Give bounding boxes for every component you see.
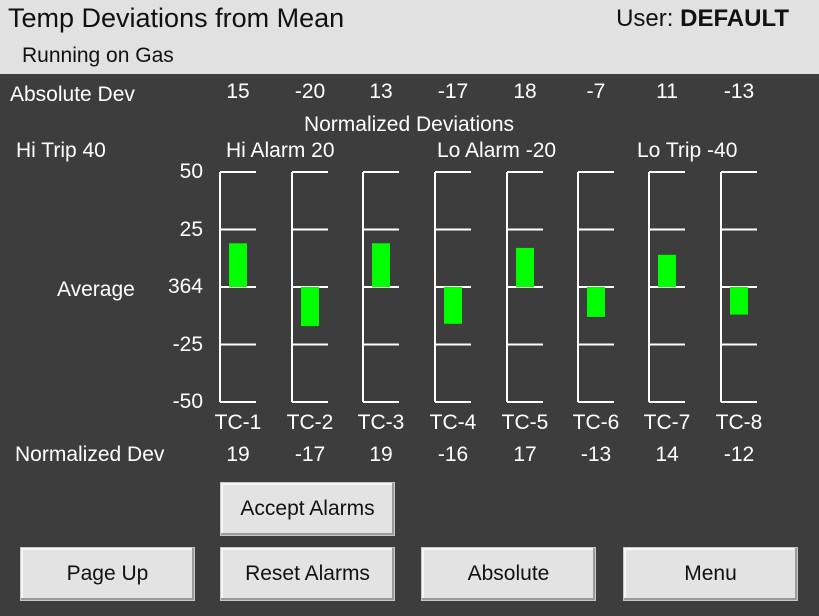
user-label: User: [616,5,674,32]
x-tick-label: TC-3 [357,411,405,434]
deviation-bar [730,287,748,315]
normalized-dev-value: -13 [580,443,612,466]
user-indicator: User: DEFAULT [616,5,789,33]
deviation-bar [516,247,534,287]
absolute-dev-value: -17 [437,80,469,103]
deviation-bar [301,287,319,327]
fuel-status: Running on Gas [22,44,174,67]
normalized-dev-value: 19 [369,443,393,466]
hi-trip-label: Hi Trip 40 [16,139,106,162]
y-tick-label: 25 [179,217,203,241]
y-tick-label: -25 [172,332,203,356]
x-tick-label: TC-8 [715,411,763,434]
average-label: Average [57,278,135,301]
menu-button[interactable]: Menu [623,547,798,601]
x-tick-label: TC-5 [501,411,549,434]
lo-alarm-label: Lo Alarm -20 [437,139,557,162]
absolute-dev-value: -13 [723,80,755,103]
lo-trip-label: Lo Trip -40 [637,139,738,162]
reset-alarms-button[interactable]: Reset Alarms [220,547,395,601]
x-tick-label: TC-4 [429,411,477,434]
x-tick-label: TC-6 [572,411,620,434]
page-up-button[interactable]: Page Up [20,547,195,601]
deviation-bar [229,243,247,287]
absolute-dev-value: 13 [369,80,393,103]
deviation-bar [444,287,462,324]
deviation-bar [658,254,676,287]
page-title: Temp Deviations from Mean [8,3,345,33]
normalized-dev-value: -16 [437,443,469,466]
absolute-dev-value: 18 [513,80,537,103]
absolute-button[interactable]: Absolute [421,547,596,601]
x-tick-label: TC-2 [286,411,334,434]
normalized-dev-value: -12 [723,443,755,466]
user-name: DEFAULT [680,5,789,32]
absolute-dev-label: Absolute Dev [10,83,135,106]
normalized-dev-value: 14 [655,443,679,466]
absolute-dev-value: 11 [656,80,678,103]
y-tick-label: 364 [167,275,203,298]
absolute-dev-value: 15 [226,80,250,103]
y-tick-label: -50 [172,390,203,413]
normalized-dev-value: -17 [294,443,326,466]
x-tick-label: TC-7 [643,411,691,434]
deviation-bar [372,243,390,287]
x-tick-label: TC-1 [214,411,262,434]
normalized-dev-value: 17 [513,443,537,466]
absolute-dev-value: -20 [294,80,326,103]
deviation-bar [587,287,605,317]
accept-alarms-button[interactable]: Accept Alarms [220,482,395,536]
hi-alarm-label: Hi Alarm 20 [226,139,335,162]
normalized-dev-value: 19 [226,443,250,466]
y-tick-label: 50 [179,160,203,183]
absolute-dev-value: -7 [586,80,606,103]
header-bar: Temp Deviations from Mean User: DEFAULT … [0,0,819,74]
chart-heading: Normalized Deviations [303,113,515,136]
normalized-dev-label: Normalized Dev [15,443,165,466]
